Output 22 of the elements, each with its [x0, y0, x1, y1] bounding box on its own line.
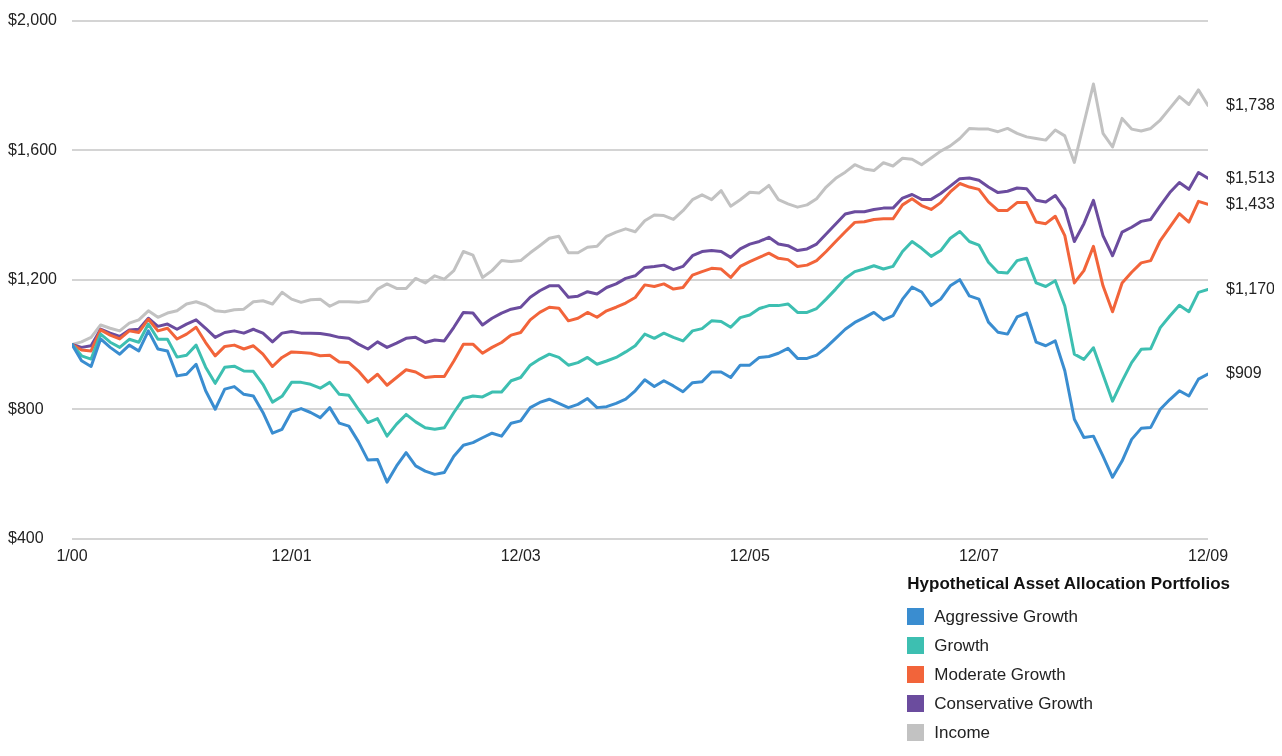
annotation: $909: [1226, 364, 1262, 382]
annotation: $1,738: [1226, 95, 1276, 113]
y-tick-label: $400: [8, 529, 44, 547]
x-tick-label: 12/05: [729, 546, 770, 564]
legend-label: Income: [934, 722, 991, 743]
legend-label: Growth: [934, 635, 990, 656]
x-tick-label: 12/01: [271, 546, 312, 564]
annotation: $1,170: [1226, 279, 1276, 297]
y-tick-label: $1,200: [8, 270, 58, 288]
annotation: $1,513: [1226, 168, 1276, 186]
x-tick-label: 1/00: [56, 546, 88, 564]
y-tick-label: $2,000: [8, 11, 58, 29]
y-tick-label: $1,600: [8, 140, 58, 158]
legend-title: Hypothetical Asset Allocation Portfolios: [907, 574, 1230, 594]
legend-label: Conservative Growth: [934, 693, 1093, 714]
x-tick-label: 12/09: [1187, 546, 1229, 564]
legend-label: Aggressive Growth: [934, 606, 1078, 627]
x-tick-label: 12/07: [958, 546, 1000, 564]
annotation: $1,433: [1226, 194, 1276, 212]
y-tick-label: $800: [8, 399, 44, 417]
x-tick-label: 12/03: [500, 546, 541, 564]
legend-label: Moderate Growth: [934, 664, 1066, 685]
